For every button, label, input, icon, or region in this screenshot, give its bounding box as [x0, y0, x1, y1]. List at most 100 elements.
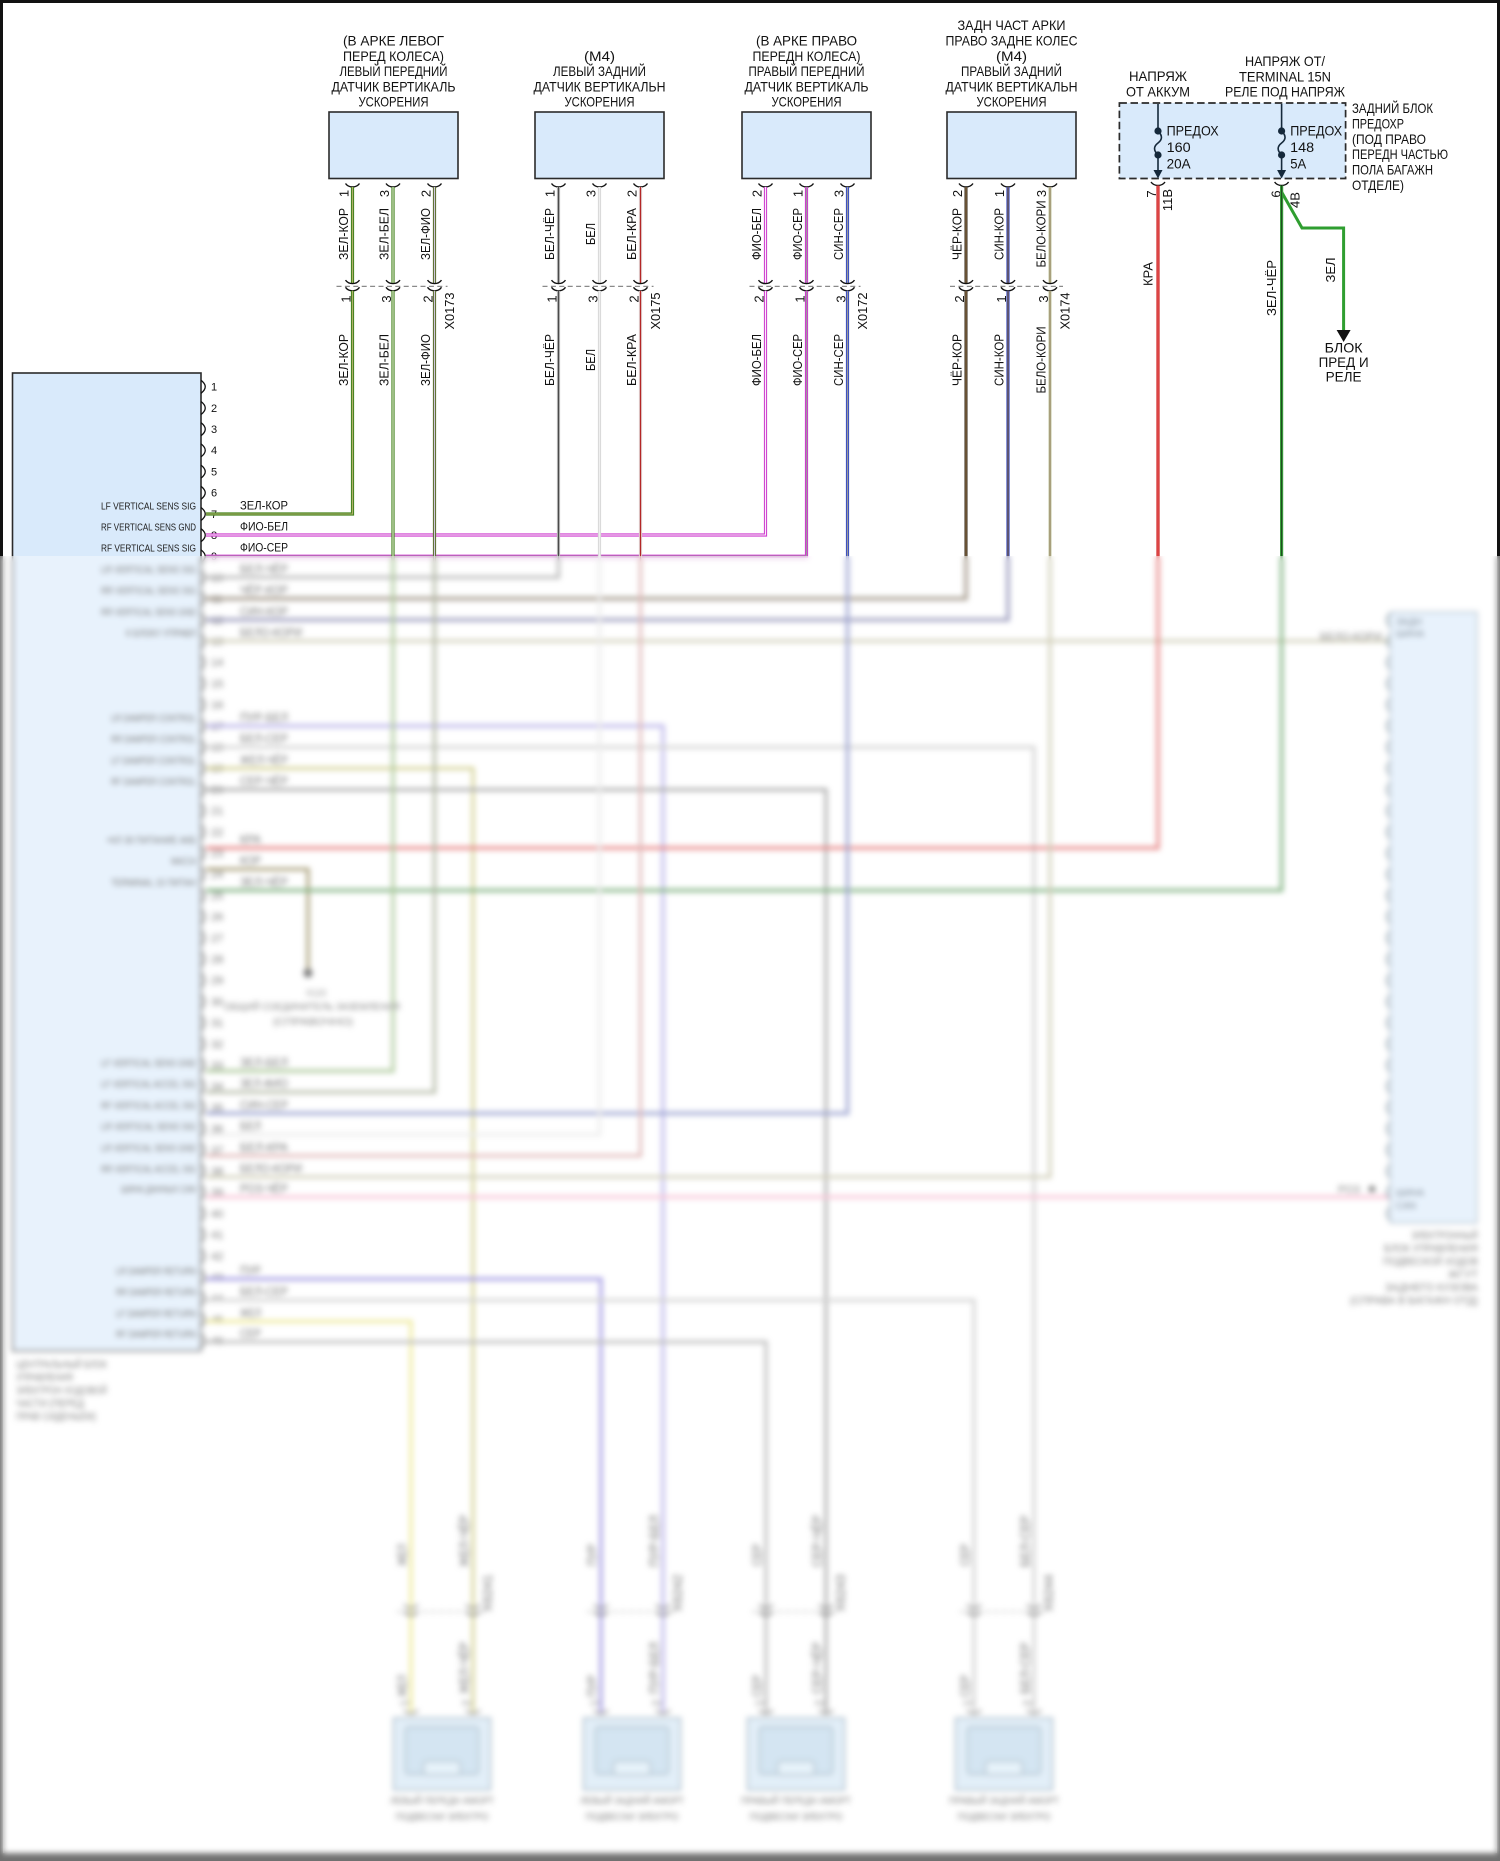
svg-text:ФИО-СЕР: ФИО-СЕР [790, 334, 805, 386]
svg-text:СИН-КОР: СИН-КОР [992, 334, 1007, 386]
svg-text:ЗАДН ЧАСТ АРКИ: ЗАДН ЧАСТ АРКИ [958, 17, 1066, 33]
svg-text:ЗЕЛ-ЧЁР: ЗЕЛ-ЧЁР [1264, 260, 1279, 316]
svg-text:X0174: X0174 [1058, 293, 1073, 330]
svg-text:(В АРКЕ ЛЕВОГ: (В АРКЕ ЛЕВОГ [343, 33, 444, 49]
svg-text:1: 1 [337, 190, 352, 197]
svg-text:3: 3 [834, 295, 849, 302]
svg-text:4: 4 [211, 445, 217, 457]
svg-text:1: 1 [791, 190, 806, 197]
svg-text:3: 3 [379, 295, 394, 302]
svg-text:20A: 20A [1167, 156, 1192, 172]
svg-text:160: 160 [1167, 139, 1191, 155]
svg-text:2: 2 [419, 190, 434, 197]
svg-text:ПРАВО ЗАДНЕ КОЛЕС: ПРАВО ЗАДНЕ КОЛЕС [946, 33, 1078, 49]
svg-text:X0173: X0173 [442, 293, 457, 330]
svg-text:3: 3 [586, 295, 601, 302]
svg-text:RF VERTICAL SENS SIG: RF VERTICAL SENS SIG [101, 543, 196, 555]
svg-text:ФИО-СЕР: ФИО-СЕР [240, 541, 288, 555]
svg-text:БЕЛО-КОРИ: БЕЛО-КОРИ [1034, 327, 1049, 394]
svg-text:ЗЕЛ-БЕЛ: ЗЕЛ-БЕЛ [377, 334, 392, 386]
svg-text:1: 1 [992, 190, 1007, 197]
svg-text:ПОЛА БАГАЖН: ПОЛА БАГАЖН [1352, 162, 1433, 178]
svg-text:УСКОРЕНИЯ: УСКОРЕНИЯ [772, 94, 842, 110]
svg-text:(В АРКЕ ПРАВО: (В АРКЕ ПРАВО [756, 33, 857, 49]
svg-text:ЗЕЛ-КОР: ЗЕЛ-КОР [336, 334, 351, 386]
svg-text:ПРЕД И: ПРЕД И [1319, 354, 1369, 370]
svg-text:ЗЕЛ: ЗЕЛ [1323, 257, 1338, 282]
svg-text:6: 6 [1269, 190, 1284, 197]
svg-text:TERMINAL 15N: TERMINAL 15N [1239, 68, 1331, 84]
svg-text:ФИО-БЕЛ: ФИО-БЕЛ [240, 520, 288, 534]
svg-text:БЕЛ: БЕЛ [583, 349, 598, 371]
svg-text:НАПРЯЖ ОТ/: НАПРЯЖ ОТ/ [1245, 53, 1325, 69]
svg-text:3: 3 [584, 190, 599, 197]
svg-text:НАПРЯЖ: НАПРЯЖ [1129, 68, 1187, 84]
svg-text:2: 2 [421, 295, 436, 302]
svg-text:ДАТЧИК ВЕРТИКАЛЬН: ДАТЧИК ВЕРТИКАЛЬН [946, 78, 1078, 94]
svg-text:ЗЕЛ-БЕЛ: ЗЕЛ-БЕЛ [377, 208, 392, 260]
svg-text:11В: 11В [1160, 189, 1175, 211]
svg-text:ЗЕЛ-КОР: ЗЕЛ-КОР [240, 499, 288, 513]
svg-text:5A: 5A [1290, 156, 1307, 172]
svg-text:БЕЛ-ЧЁР: БЕЛ-ЧЁР [542, 334, 557, 386]
svg-text:6: 6 [211, 488, 217, 500]
svg-text:1: 1 [994, 295, 1009, 302]
svg-text:2: 2 [750, 190, 765, 197]
svg-text:ПЕРЕДН ЧАСТЬЮ: ПЕРЕДН ЧАСТЬЮ [1352, 146, 1448, 162]
svg-text:ОТДЕЛЕ): ОТДЕЛЕ) [1352, 177, 1404, 193]
svg-text:2: 2 [950, 190, 965, 197]
svg-text:ЧЁР-КОР: ЧЁР-КОР [950, 334, 965, 386]
svg-text:ДАТЧИК ВЕРТИКАЛЬН: ДАТЧИК ВЕРТИКАЛЬН [534, 78, 666, 94]
svg-text:БЕЛ-КРА: БЕЛ-КРА [624, 334, 639, 386]
svg-text:1: 1 [339, 295, 354, 302]
svg-text:РЕЛЕ: РЕЛЕ [1326, 369, 1362, 385]
svg-text:(M4): (M4) [584, 48, 615, 64]
svg-text:ФИО-БЕЛ: ФИО-БЕЛ [749, 334, 764, 386]
svg-text:ЛЕВЫЙ ЗАДНИЙ: ЛЕВЫЙ ЗАДНИЙ [553, 62, 646, 79]
svg-text:ПЕРЕДН КОЛЕСА): ПЕРЕДН КОЛЕСА) [753, 48, 861, 64]
svg-text:2: 2 [752, 295, 767, 302]
svg-text:ПРАВЫЙ ПЕРЕДНИЙ: ПРАВЫЙ ПЕРЕДНИЙ [749, 62, 865, 79]
svg-text:БЛОК: БЛОК [1325, 340, 1364, 356]
svg-text:2: 2 [627, 295, 642, 302]
svg-text:ЗЕЛ-КОР: ЗЕЛ-КОР [336, 208, 351, 260]
svg-text:3: 3 [1036, 295, 1051, 302]
svg-text:2: 2 [211, 403, 217, 415]
svg-text:УСКОРЕНИЯ: УСКОРЕНИЯ [359, 94, 429, 110]
svg-text:ПЕРЕД КОЛЕСА): ПЕРЕД КОЛЕСА) [343, 48, 444, 64]
svg-text:X0175: X0175 [648, 293, 663, 330]
svg-text:РЕЛЕ ПОД НАПРЯЖ: РЕЛЕ ПОД НАПРЯЖ [1225, 84, 1345, 100]
svg-text:ПРЕДОХР: ПРЕДОХР [1352, 115, 1404, 131]
svg-text:3: 3 [832, 190, 847, 197]
svg-text:X0172: X0172 [855, 293, 870, 330]
svg-text:ПРАВЫЙ ЗАДНИЙ: ПРАВЫЙ ЗАДНИЙ [961, 62, 1062, 79]
svg-text:БЕЛО-КОРИ: БЕЛО-КОРИ [1034, 201, 1049, 268]
svg-text:ЗЕЛ-ФИО: ЗЕЛ-ФИО [418, 334, 433, 386]
svg-text:БЕЛ: БЕЛ [583, 223, 598, 245]
svg-text:(M4): (M4) [996, 48, 1027, 64]
svg-text:2: 2 [952, 295, 967, 302]
svg-text:КРА: КРА [1140, 262, 1155, 286]
svg-text:4В: 4В [1288, 192, 1303, 208]
svg-text:ЛЕВЫЙ ПЕРЕДНИЙ: ЛЕВЫЙ ПЕРЕДНИЙ [340, 62, 448, 79]
svg-text:ФИО-СЕР: ФИО-СЕР [790, 208, 805, 260]
svg-text:ЗЕЛ-ФИО: ЗЕЛ-ФИО [418, 208, 433, 260]
svg-text:БЕЛ-ЧЁР: БЕЛ-ЧЁР [542, 208, 557, 260]
svg-text:LF VERTICAL SENS SIG: LF VERTICAL SENS SIG [101, 501, 196, 513]
svg-text:3: 3 [1034, 190, 1049, 197]
svg-text:ФИО-БЕЛ: ФИО-БЕЛ [749, 208, 764, 260]
svg-text:ЗАДНИЙ БЛОК: ЗАДНИЙ БЛОК [1352, 99, 1434, 116]
svg-text:ПРЕДОХ: ПРЕДОХ [1167, 123, 1220, 139]
svg-text:2: 2 [625, 190, 640, 197]
svg-text:1: 1 [793, 295, 808, 302]
svg-text:3: 3 [211, 424, 217, 436]
svg-text:1: 1 [543, 190, 558, 197]
svg-text:СИН-КОР: СИН-КОР [992, 208, 1007, 260]
svg-text:148: 148 [1290, 139, 1314, 155]
svg-text:ЧЁР-КОР: ЧЁР-КОР [950, 208, 965, 260]
svg-text:1: 1 [211, 382, 217, 394]
svg-text:БЕЛ-КРА: БЕЛ-КРА [624, 208, 639, 260]
svg-text:3: 3 [377, 190, 392, 197]
svg-text:СИН-СЕР: СИН-СЕР [831, 208, 846, 260]
svg-text:УСКОРЕНИЯ: УСКОРЕНИЯ [977, 94, 1047, 110]
